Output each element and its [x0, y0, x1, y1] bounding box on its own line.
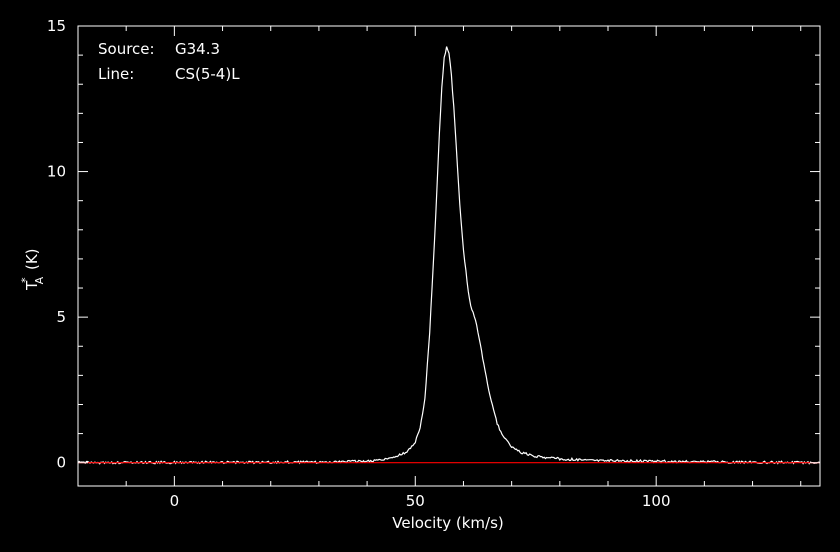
y-axis-label-unit: (K)	[23, 248, 41, 274]
source-key: Source:	[98, 40, 155, 58]
x-tick-label: 100	[642, 492, 671, 510]
line-key: Line:	[98, 65, 134, 83]
spectrum-line	[77, 46, 821, 465]
x-axis-label: Velocity (km/s)	[392, 514, 503, 532]
line-value: CS(5-4)L	[175, 65, 240, 83]
y-tick-label: 10	[47, 163, 66, 181]
y-axis-label: T*A (K)	[19, 248, 46, 291]
y-tick-label: 5	[56, 308, 66, 326]
source-value: G34.3	[175, 40, 220, 58]
y-axis-label-sub: A	[33, 276, 46, 284]
data-layer	[77, 46, 821, 465]
x-tick-label: 0	[170, 492, 180, 510]
plot-frame	[77, 25, 821, 487]
y-tick-label: 15	[47, 17, 66, 35]
x-tick-label: 50	[406, 492, 425, 510]
axes-layer	[77, 25, 821, 487]
y-tick-label: 0	[56, 454, 66, 472]
ticks-layer: 0 50 100 0 5 10 15	[47, 17, 820, 510]
y-axis-label-main: T	[23, 280, 41, 291]
y-axis-label-sup: *	[19, 277, 32, 283]
